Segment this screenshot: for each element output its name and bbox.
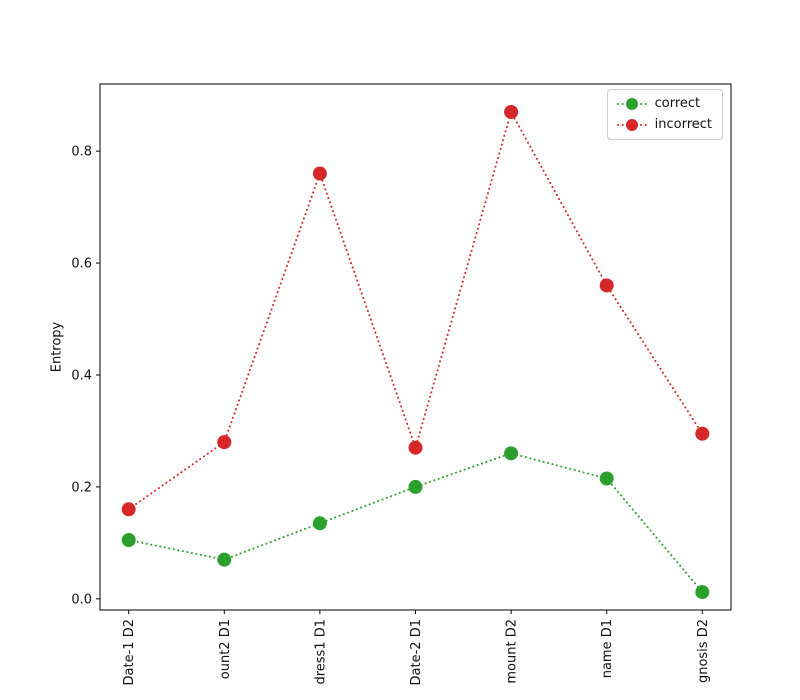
x-tick-label: ount2 D1 bbox=[218, 619, 233, 679]
data-point-correct bbox=[312, 516, 327, 531]
y-tick-label: 0.8 bbox=[71, 145, 92, 160]
series-line-correct bbox=[127, 452, 704, 594]
x-tick-label: Date-2 D1 bbox=[409, 619, 424, 685]
x-tick-label: name D1 bbox=[600, 619, 615, 678]
x-tick-label: gnosis D2 bbox=[696, 619, 711, 683]
data-point-incorrect bbox=[695, 426, 710, 441]
legend-sample-incorrect-icon bbox=[616, 119, 647, 131]
data-point-correct bbox=[599, 471, 614, 486]
data-point-incorrect bbox=[504, 104, 519, 119]
data-point-incorrect bbox=[599, 278, 614, 293]
data-point-correct bbox=[695, 585, 710, 600]
data-point-incorrect bbox=[312, 166, 327, 181]
x-tick-label: dress1 D1 bbox=[313, 619, 328, 685]
y-tick-label: 0.4 bbox=[71, 368, 92, 383]
y-tick-label: 0.6 bbox=[71, 257, 92, 272]
legend-sample-correct-icon bbox=[616, 98, 647, 110]
legend-item-correct: correct bbox=[616, 96, 712, 112]
x-tick-label: Date-1 D2 bbox=[122, 619, 137, 685]
data-point-correct bbox=[408, 479, 423, 494]
y-tick-label: 0.2 bbox=[71, 480, 92, 495]
legend: correct incorrect bbox=[606, 89, 723, 140]
data-point-correct bbox=[217, 552, 232, 567]
plot-frame bbox=[99, 83, 732, 611]
data-point-incorrect bbox=[121, 502, 136, 517]
y-tick-label: 0.0 bbox=[71, 592, 92, 607]
legend-item-incorrect: incorrect bbox=[616, 117, 712, 133]
legend-label-incorrect: incorrect bbox=[654, 117, 712, 132]
legend-label-correct: correct bbox=[654, 96, 701, 111]
data-point-correct bbox=[504, 446, 519, 461]
data-point-correct bbox=[121, 533, 136, 548]
y-axis-label: Entropy bbox=[49, 321, 65, 373]
data-point-incorrect bbox=[217, 435, 232, 450]
x-tick-label: mount D2 bbox=[505, 619, 520, 684]
data-point-incorrect bbox=[408, 440, 423, 455]
